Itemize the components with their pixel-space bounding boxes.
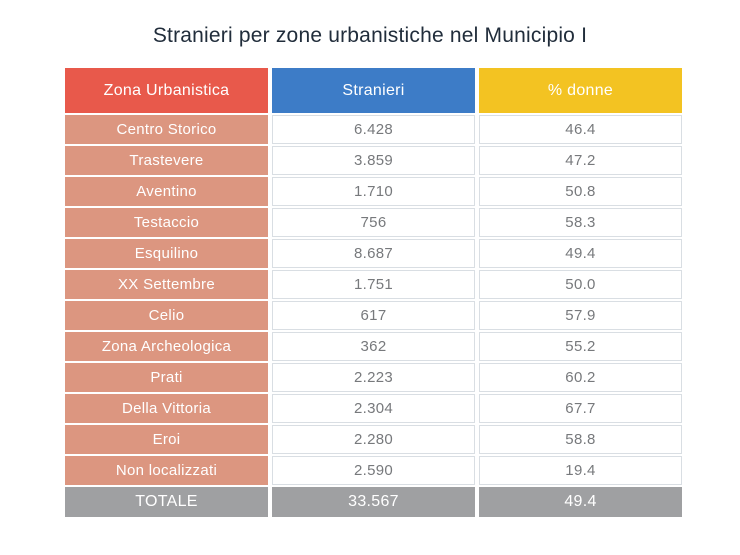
table-row: Centro Storico 6.428 46.4 (65, 115, 682, 144)
donne-cell: 50.8 (479, 177, 682, 206)
table-total-row: TOTALE 33.567 49.4 (65, 487, 682, 517)
header-zona-urbanistica: Zona Urbanistica (65, 68, 268, 113)
table-row: Della Vittoria 2.304 67.7 (65, 394, 682, 423)
header-donne: % donne (479, 68, 682, 113)
donne-cell: 46.4 (479, 115, 682, 144)
donne-cell: 50.0 (479, 270, 682, 299)
zone-cell: Centro Storico (65, 115, 268, 144)
table-row: Eroi 2.280 58.8 (65, 425, 682, 454)
zone-cell: Esquilino (65, 239, 268, 268)
table-row: Esquilino 8.687 49.4 (65, 239, 682, 268)
zone-cell: Trastevere (65, 146, 268, 175)
stranieri-cell: 6.428 (272, 115, 475, 144)
donne-cell: 49.4 (479, 239, 682, 268)
donne-cell: 57.9 (479, 301, 682, 330)
table-body: Centro Storico 6.428 46.4 Trastevere 3.8… (65, 115, 682, 485)
table-row: Zona Archeologica 362 55.2 (65, 332, 682, 361)
zone-cell: Aventino (65, 177, 268, 206)
donne-cell: 58.3 (479, 208, 682, 237)
stranieri-cell: 362 (272, 332, 475, 361)
total-label-cell: TOTALE (65, 487, 268, 517)
zone-cell: XX Settembre (65, 270, 268, 299)
stranieri-cell: 617 (272, 301, 475, 330)
stranieri-cell: 2.280 (272, 425, 475, 454)
donne-cell: 58.8 (479, 425, 682, 454)
zone-cell: Prati (65, 363, 268, 392)
stranieri-cell: 8.687 (272, 239, 475, 268)
page-title: Stranieri per zone urbanistiche nel Muni… (152, 24, 588, 47)
data-table: Zona Urbanistica Stranieri % donne Centr… (65, 68, 682, 519)
header-stranieri: Stranieri (272, 68, 475, 113)
table-row: Testaccio 756 58.3 (65, 208, 682, 237)
zone-cell: Della Vittoria (65, 394, 268, 423)
table-row: Celio 617 57.9 (65, 301, 682, 330)
donne-cell: 55.2 (479, 332, 682, 361)
zone-cell: Zona Archeologica (65, 332, 268, 361)
donne-cell: 19.4 (479, 456, 682, 485)
stranieri-cell: 2.223 (272, 363, 475, 392)
donne-cell: 47.2 (479, 146, 682, 175)
zone-cell: Non localizzati (65, 456, 268, 485)
table-row: XX Settembre 1.751 50.0 (65, 270, 682, 299)
stranieri-cell: 1.710 (272, 177, 475, 206)
total-stranieri-cell: 33.567 (272, 487, 475, 517)
zone-cell: Celio (65, 301, 268, 330)
stranieri-cell: 756 (272, 208, 475, 237)
table-row: Prati 2.223 60.2 (65, 363, 682, 392)
zone-cell: Testaccio (65, 208, 268, 237)
stranieri-cell: 2.590 (272, 456, 475, 485)
table-row: Aventino 1.710 50.8 (65, 177, 682, 206)
donne-cell: 67.7 (479, 394, 682, 423)
stranieri-cell: 2.304 (272, 394, 475, 423)
total-donne-cell: 49.4 (479, 487, 682, 517)
table-header-row: Zona Urbanistica Stranieri % donne (65, 68, 682, 113)
stranieri-cell: 1.751 (272, 270, 475, 299)
table-row: Trastevere 3.859 47.2 (65, 146, 682, 175)
donne-cell: 60.2 (479, 363, 682, 392)
stranieri-cell: 3.859 (272, 146, 475, 175)
table-row: Non localizzati 2.590 19.4 (65, 456, 682, 485)
zone-cell: Eroi (65, 425, 268, 454)
